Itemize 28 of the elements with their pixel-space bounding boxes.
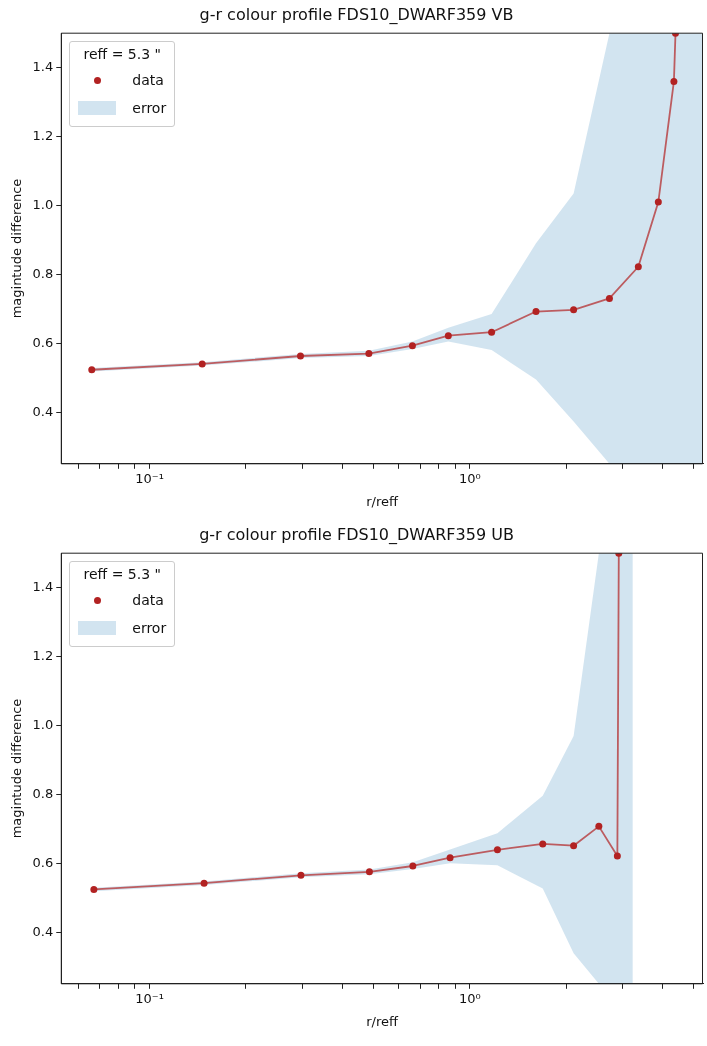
legend-label: data (132, 592, 164, 609)
x-tick-label: 10⁻¹ (135, 470, 164, 486)
legend-title: reff = 5.3 " (82, 566, 162, 583)
y-tick-label: 0.8 (32, 265, 54, 281)
x-tick-label: 10⁰ (458, 470, 481, 486)
y-tick-label: 0.4 (32, 923, 54, 939)
chart-title: g-r colour profile FDS10_DWARF359 UB (199, 524, 514, 545)
y-tick-label: 1.4 (32, 59, 54, 75)
y-tick-label: 1.0 (32, 716, 54, 732)
y-axis-title: magintude difference (9, 178, 25, 319)
y-tick-label: 1.2 (32, 647, 54, 663)
legend-label: data (132, 72, 164, 89)
x-axis-title: r/reff (366, 1013, 400, 1029)
y-tick-label: 1.2 (32, 127, 54, 143)
y-tick-label: 0.8 (32, 785, 54, 801)
y-tick-label: 0.4 (32, 403, 54, 419)
x-tick-label: 10⁻¹ (135, 990, 164, 1006)
chart-title: g-r colour profile FDS10_DWARF359 VB (199, 4, 514, 25)
x-axis-title: r/reff (366, 493, 400, 509)
x-tick-label: 10⁰ (458, 990, 481, 1006)
y-tick-label: 1.4 (32, 579, 54, 595)
y-tick-label: 0.6 (32, 854, 54, 870)
annotation: error (132, 620, 167, 637)
annotation: error (132, 100, 167, 117)
y-tick-label: 1.0 (32, 196, 54, 212)
y-tick-label: 0.6 (32, 334, 54, 350)
y-axis-title: magintude difference (9, 698, 25, 839)
legend-title: reff = 5.3 " (82, 46, 162, 63)
